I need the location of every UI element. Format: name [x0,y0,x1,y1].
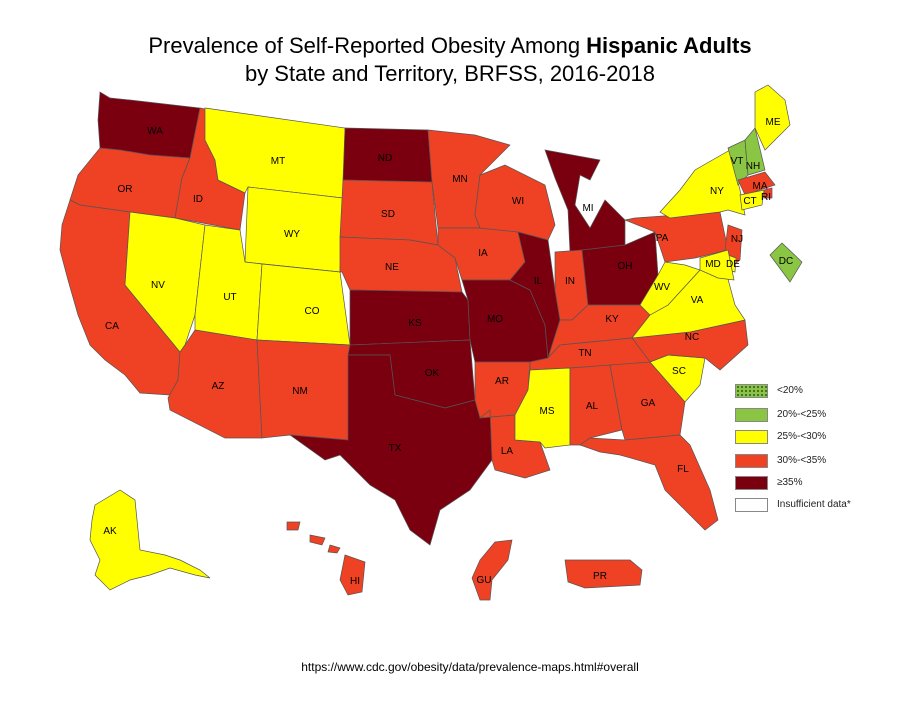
state-co [256,263,351,346]
state-hi [286,521,366,596]
state-label-hi: HI [350,576,360,587]
state-label-fl: FL [677,464,689,475]
state-label-wy: WY [284,229,300,240]
state-label-me: ME [766,117,781,128]
legend-swatch-insufficient [735,498,768,512]
state-ct [739,189,765,211]
state-label-wi: WI [512,196,524,207]
state-label-ak: AK [103,526,117,537]
state-label-or: OR [118,184,133,195]
state-pa [623,211,729,263]
legend-label: 25%-<30% [777,431,827,442]
state-label-pr: PR [593,571,607,582]
state-label-ma: MA [753,181,768,192]
state-label-id: ID [193,194,203,205]
state-md [699,249,735,281]
state-label-tx: TX [389,443,402,454]
legend-swatch-20-25 [735,408,768,422]
state-label-sc: SC [672,366,686,377]
state-label-pa: PA [656,233,669,244]
state-label-wv: WV [654,282,670,293]
state-label-al: AL [586,401,599,412]
state-label-de: DE [726,259,740,270]
state-label-ks: KS [408,318,422,329]
title-prefix: Prevalence of Self-Reported Obesity Amon… [148,33,587,58]
state-label-ia: IA [478,248,488,259]
legend-label: 30%-<35% [777,455,827,466]
state-label-ok: OK [425,368,440,379]
state-label-in: IN [565,276,575,287]
legend-swatch-25-30 [735,430,768,444]
legend-item-25-30: 25%-<30% [735,430,905,446]
state-fl [579,434,719,531]
state-label-sd: SD [381,209,395,220]
state-me [754,84,791,151]
state-label-oh: OH [618,261,633,272]
state-label-ky: KY [605,314,619,325]
state-ak [89,489,211,591]
state-label-md: MD [705,259,721,270]
state-ma [737,171,776,196]
state-label-ca: CA [105,321,119,332]
state-label-nd: ND [378,153,392,164]
legend-label: ≥35% [777,477,803,488]
state-label-va: VA [691,295,704,306]
state-label-ms: MS [540,406,555,417]
state-label-nh: NH [746,161,760,172]
state-il [509,231,561,359]
state-nv [124,211,206,353]
state-label-nv: NV [151,280,165,291]
state-label-dc: DC [779,256,793,267]
state-nh [744,127,766,176]
state-label-ut: UT [223,292,236,303]
state-label-il: IL [534,276,543,287]
legend-label: <20% [777,385,803,396]
map-title-line1: Prevalence of Self-Reported Obesity Amon… [0,32,900,60]
state-wv [639,261,701,316]
state-label-la: LA [501,446,514,457]
state-label-ar: AR [495,376,509,387]
state-label-ne: NE [385,262,399,273]
state-label-nm: NM [292,386,308,397]
legend-item-insufficient: Insufficient data* [735,498,905,514]
legend-item-30-35: 30%-<35% [735,454,905,470]
state-label-ct: CT [743,196,756,207]
state-wa [97,91,201,159]
state-label-mt: MT [271,156,285,167]
state-tx [288,354,493,546]
legend-item-20-25: 20%-<25% [735,408,905,424]
legend-swatch-ge35 [735,476,768,490]
state-label-az: AZ [212,381,225,392]
state-label-vt: VT [731,156,744,167]
legend-item-lt20: <20% [735,384,905,400]
state-label-ga: GA [641,398,656,409]
state-label-wa: WA [147,126,163,137]
source-url: https://www.cdc.gov/obesity/data/prevale… [301,660,639,674]
state-gu [471,539,513,601]
state-label-nc: NC [685,332,699,343]
state-mi [544,149,626,253]
map-title-line2: by State and Territory, BRFSS, 2016-2018 [244,61,656,86]
state-dc [769,242,803,283]
legend-swatch-lt20 [735,384,768,398]
legend-swatch-30-35 [735,454,768,468]
legend-label: 20%-<25% [777,409,827,420]
state-pr [564,559,643,589]
state-label-co: CO [305,306,320,317]
state-label-mn: MN [452,174,468,185]
state-label-ny: NY [710,186,724,197]
legend-label: Insufficient data* [777,499,851,510]
legend-item-ge35: ≥35% [735,476,905,492]
state-label-ri: RI [761,192,771,203]
state-label-nj: NJ [731,234,743,245]
state-label-mo: MO [487,314,503,325]
state-label-gu: GU [477,575,492,586]
title-bold: Hispanic Adults [586,33,752,58]
state-label-mi: MI [582,203,593,214]
state-ri [763,187,773,199]
state-label-tn: TN [578,348,591,359]
